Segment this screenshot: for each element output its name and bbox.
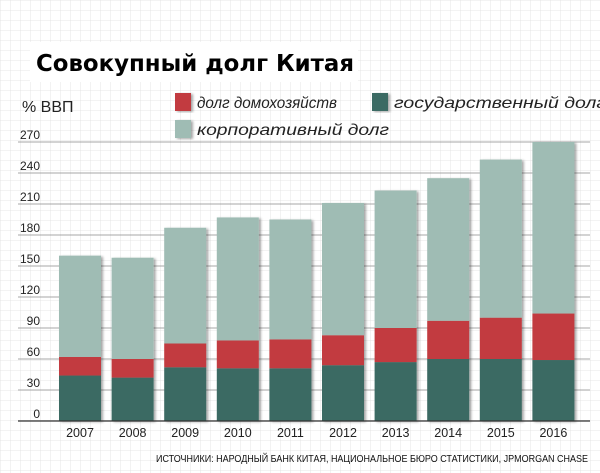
bar-stack: [532, 142, 575, 421]
bar-segment: [111, 377, 154, 421]
y-tick-label: 30: [27, 376, 41, 390]
bar-segment: [532, 142, 575, 314]
bar-segment: [322, 202, 364, 336]
y-tick-label: 240: [20, 159, 40, 173]
bar-segment: [479, 317, 522, 360]
bar-stack: [111, 257, 154, 421]
bar-segment: [164, 227, 207, 344]
x-tick-label: 2016: [539, 426, 567, 440]
bar-segment: [532, 313, 575, 361]
legend-label: государственный долг: [394, 95, 600, 112]
y-axis-label: % ВВП: [22, 99, 74, 116]
y-tick-label: 0: [33, 407, 40, 421]
bar-segment: [59, 356, 101, 376]
bar-segment: [216, 340, 259, 369]
chart-title: Совокупный долг Китая: [36, 51, 354, 77]
y-tick-labels: 0 30 60 90 120 150 180 210 240 270: [20, 128, 40, 421]
bar-segment: [216, 368, 259, 421]
bar-stack: [164, 227, 207, 421]
bar-stack: [59, 255, 101, 421]
bar-stack: [479, 159, 522, 421]
bar-stack: [269, 219, 312, 421]
bar-stack: [216, 217, 259, 421]
bar-segment: [322, 335, 364, 366]
x-tick-label: 2012: [329, 426, 357, 440]
bar-segment: [374, 362, 417, 421]
legend: долг домохозяйств государственный долг кор…: [175, 93, 600, 139]
y-tick-label: 180: [20, 221, 40, 235]
bar-segment: [111, 257, 154, 360]
bar-stack: [374, 190, 417, 421]
source-note: ИСТОЧНИКИ: НАРОДНЫЙ БАНК КИТАЯ, НАЦИОНАЛ…: [156, 452, 588, 465]
y-tick-label: 270: [20, 128, 40, 142]
legend-swatch: [175, 120, 191, 138]
bar-segment: [111, 359, 154, 378]
bar-segment: [269, 368, 312, 421]
y-tick-label: 150: [20, 252, 40, 266]
bar-segment: [164, 343, 207, 368]
y-tick-label: 120: [20, 283, 40, 297]
bar-segment: [322, 365, 364, 421]
x-tick-label: 2010: [224, 426, 252, 440]
bar-segment: [59, 375, 101, 421]
y-tick-label: 90: [27, 314, 41, 328]
x-tick-label: 2007: [66, 426, 94, 440]
legend-label: корпоративный долг: [197, 122, 389, 139]
bar-segment: [479, 359, 522, 421]
bar-segment: [374, 190, 417, 329]
bar-segment: [269, 339, 312, 369]
bar-segment: [164, 367, 207, 421]
title-backdrop: [30, 42, 358, 82]
bar-segment: [479, 159, 522, 318]
x-tick-label: 2013: [382, 426, 410, 440]
bar-segment: [59, 255, 101, 357]
x-tick-label: 2015: [487, 426, 515, 440]
x-tick-label: 2014: [434, 426, 462, 440]
y-tick-label: 60: [27, 345, 41, 359]
x-tick-label: 2011: [277, 426, 304, 440]
bar-segment: [427, 320, 470, 360]
bar-segment: [427, 359, 470, 421]
x-tick-labels: 2007 2008 2009 2010 2011 2012 2013 2014 2015 2016: [66, 426, 567, 440]
bar-segment: [269, 219, 312, 340]
bar-stack: [322, 202, 364, 421]
bar-segment: [216, 217, 259, 341]
bar-segment: [427, 178, 470, 321]
y-tick-label: 210: [20, 190, 40, 204]
x-tick-label: 2008: [119, 426, 147, 440]
bar-segment: [532, 360, 575, 421]
x-tick-label: 2009: [171, 426, 199, 440]
legend-label: долг домохозяйств: [197, 95, 337, 112]
bars: [59, 142, 575, 421]
legend-swatch: [372, 93, 388, 111]
bar-segment: [374, 328, 417, 363]
bar-stack: [427, 178, 470, 421]
legend-swatch: [175, 93, 191, 111]
